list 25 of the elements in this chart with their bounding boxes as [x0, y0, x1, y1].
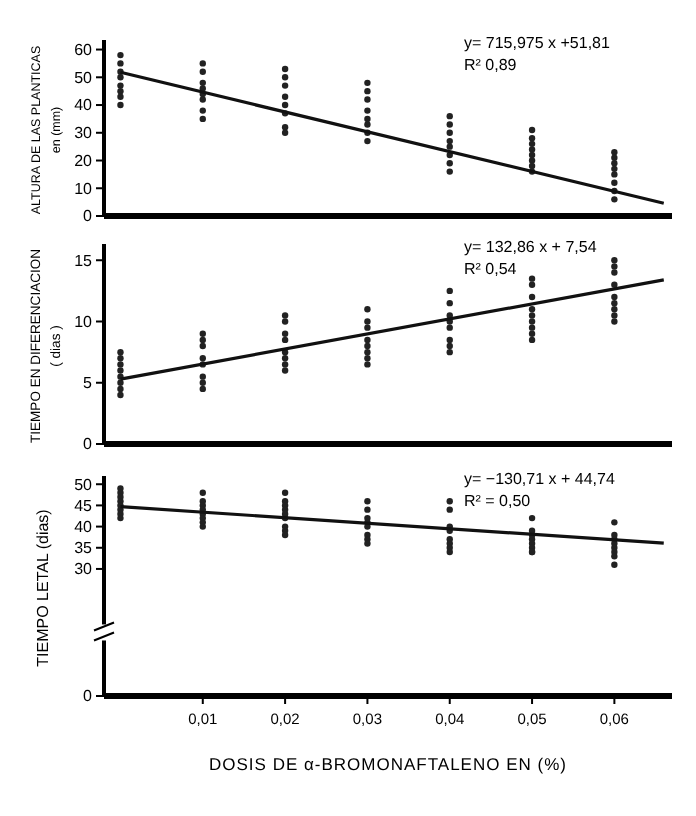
- y-tick-label: 30: [74, 124, 94, 143]
- annotation: y= 715,975 x +51,81: [464, 34, 611, 52]
- y-tick-label: 0: [83, 687, 94, 706]
- y-axis-title: TIEMPO LETAL (dias): [34, 508, 52, 667]
- y-tick-label: 0: [83, 207, 94, 226]
- y-tick-label: 0: [83, 435, 94, 454]
- y-tick-label: 10: [74, 179, 94, 198]
- y-tick-label: 50: [74, 68, 94, 87]
- y-tick-label: 35: [74, 539, 94, 558]
- y-tick-label: 40: [74, 517, 94, 536]
- y-tick-label: 30: [74, 560, 94, 579]
- annotation: R² 0,89: [464, 56, 518, 74]
- y-tick-label: 10: [74, 312, 94, 331]
- y-tick-label: 5: [83, 374, 94, 393]
- y-tick-label: 20: [74, 151, 94, 170]
- y-tick-label: 15: [74, 251, 94, 270]
- y-tick-label: 45: [74, 496, 94, 515]
- annotation: y= −130,71 x + 44,74: [464, 470, 616, 488]
- x-axis-title: DOSIS DE α-BROMONAFTALENO EN (%): [209, 754, 567, 774]
- annotation: R² = 0,50: [464, 492, 532, 510]
- y-tick-label: 40: [74, 96, 94, 115]
- annotation: y= 132,86 x + 7,54: [464, 238, 598, 256]
- y-tick-label: 60: [74, 40, 94, 59]
- y-tick-label: 50: [74, 475, 94, 494]
- annotation: R² 0,54: [464, 260, 518, 278]
